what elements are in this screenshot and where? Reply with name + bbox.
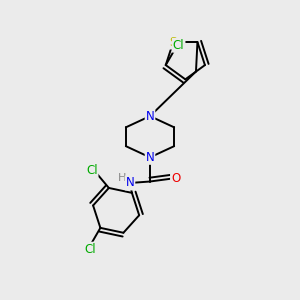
- Text: N: N: [146, 110, 154, 123]
- Text: N: N: [146, 151, 154, 164]
- Text: H: H: [118, 173, 126, 183]
- Text: S: S: [169, 35, 177, 49]
- Text: N: N: [126, 176, 134, 190]
- Text: Cl: Cl: [86, 164, 98, 177]
- Text: O: O: [171, 172, 180, 185]
- Text: Cl: Cl: [84, 243, 96, 256]
- Text: Cl: Cl: [173, 39, 184, 52]
